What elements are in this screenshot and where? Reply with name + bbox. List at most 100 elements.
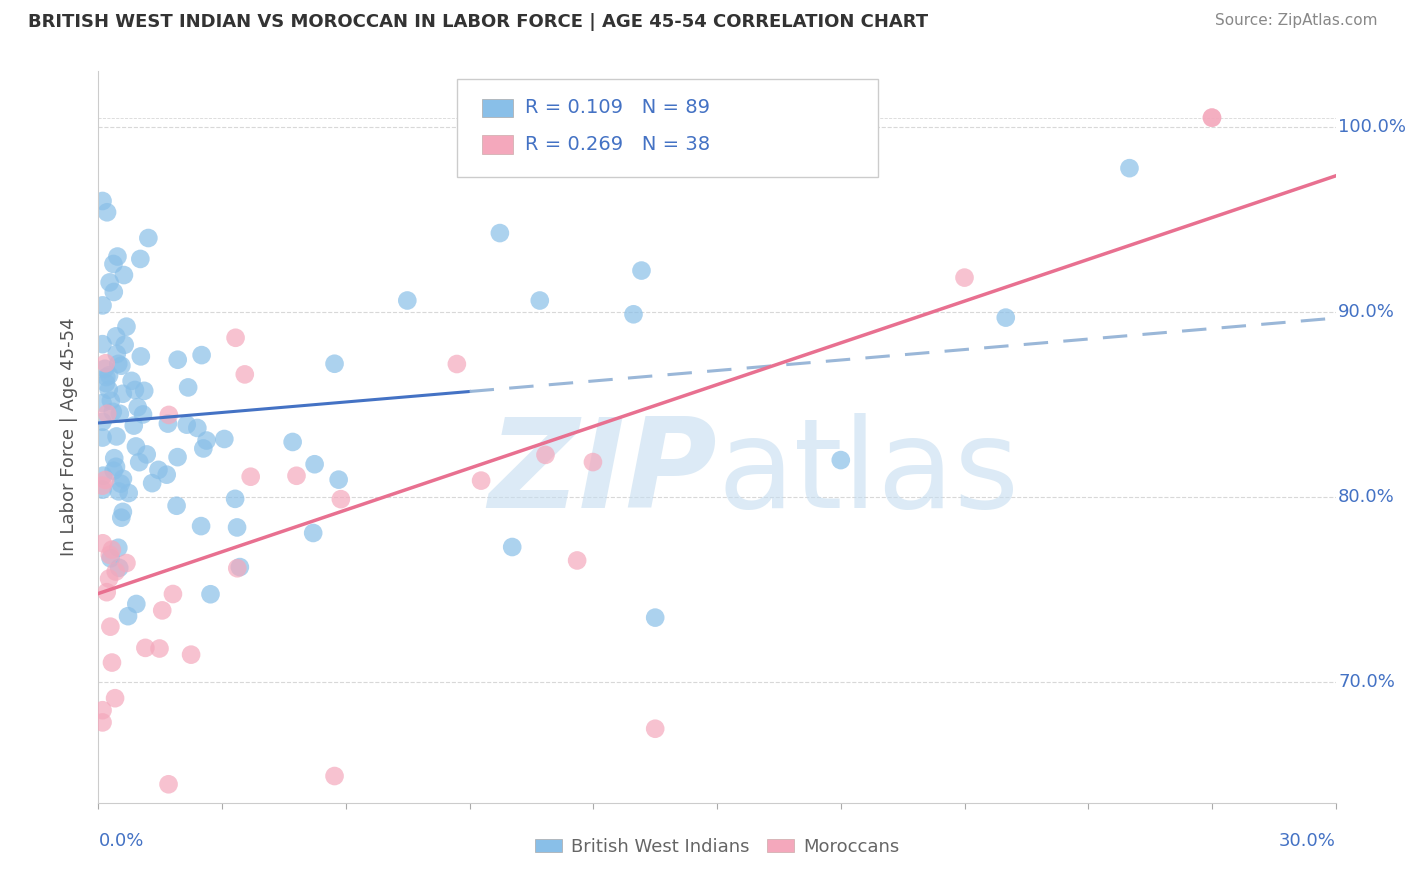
Point xyxy=(644,610,666,624)
Point xyxy=(94,356,117,370)
Point xyxy=(156,417,179,431)
Point xyxy=(100,620,122,634)
Point xyxy=(94,361,117,376)
Point xyxy=(529,293,551,308)
Point xyxy=(177,380,200,394)
Point xyxy=(110,476,132,491)
Point xyxy=(91,337,114,351)
Point xyxy=(110,510,132,524)
Point xyxy=(226,520,249,534)
Point xyxy=(328,473,350,487)
Point xyxy=(108,407,131,421)
Point xyxy=(148,463,170,477)
Point xyxy=(150,603,173,617)
Point xyxy=(239,469,262,483)
Point xyxy=(91,298,114,312)
Point xyxy=(323,357,346,371)
Text: 30.0%: 30.0% xyxy=(1279,832,1336,850)
Point xyxy=(101,405,124,419)
Point xyxy=(166,450,188,464)
Point xyxy=(97,383,120,397)
Point xyxy=(125,439,148,453)
Point xyxy=(96,407,118,421)
Point xyxy=(623,307,645,321)
Point xyxy=(107,357,129,371)
Point xyxy=(98,548,121,562)
Point xyxy=(644,722,666,736)
Point xyxy=(129,350,152,364)
Text: 100.0%: 100.0% xyxy=(1339,118,1406,136)
Point xyxy=(304,457,326,471)
Text: R = 0.269   N = 38: R = 0.269 N = 38 xyxy=(526,135,710,154)
Point xyxy=(166,499,188,513)
Point xyxy=(105,429,128,443)
Point xyxy=(103,257,125,271)
Point xyxy=(94,376,117,391)
Point xyxy=(107,484,129,499)
Point xyxy=(98,572,121,586)
Point xyxy=(91,715,114,730)
Point xyxy=(91,396,114,410)
Point xyxy=(148,641,170,656)
Point xyxy=(124,383,146,397)
Point xyxy=(226,561,249,575)
Point xyxy=(134,384,156,398)
Point xyxy=(105,459,128,474)
Point xyxy=(186,421,208,435)
Point xyxy=(285,468,308,483)
Point xyxy=(98,276,121,290)
Point xyxy=(111,505,134,519)
Point xyxy=(91,468,114,483)
Point xyxy=(134,640,156,655)
Point xyxy=(108,561,131,575)
Point xyxy=(103,464,125,478)
Point xyxy=(114,338,136,352)
Point xyxy=(115,556,138,570)
Point xyxy=(100,551,122,566)
Point xyxy=(1201,111,1223,125)
Point xyxy=(302,526,325,541)
Point xyxy=(190,519,212,533)
Point xyxy=(91,478,114,492)
Text: 70.0%: 70.0% xyxy=(1339,673,1395,691)
Point xyxy=(281,434,304,449)
Point xyxy=(501,540,523,554)
Point xyxy=(830,453,852,467)
Text: R = 0.109   N = 89: R = 0.109 N = 89 xyxy=(526,98,710,118)
Point xyxy=(121,374,143,388)
Point xyxy=(91,703,114,717)
Point xyxy=(111,472,134,486)
Point xyxy=(195,434,218,448)
Point xyxy=(104,565,127,579)
Text: atlas: atlas xyxy=(717,413,1019,534)
Point xyxy=(582,455,605,469)
Point xyxy=(141,476,163,491)
Y-axis label: In Labor Force | Age 45-54: In Labor Force | Age 45-54 xyxy=(59,318,77,557)
Point xyxy=(323,769,346,783)
Point xyxy=(91,431,114,445)
Point xyxy=(132,408,155,422)
Point xyxy=(101,656,124,670)
Point xyxy=(489,226,512,240)
Point xyxy=(127,401,149,415)
Bar xyxy=(482,99,513,117)
Point xyxy=(128,455,150,469)
Point xyxy=(91,194,114,208)
Point xyxy=(157,408,180,422)
Text: 80.0%: 80.0% xyxy=(1339,488,1395,507)
Point xyxy=(1201,111,1223,125)
Point xyxy=(180,648,202,662)
Point xyxy=(446,357,468,371)
Point xyxy=(135,447,157,461)
Point xyxy=(156,467,179,482)
Point xyxy=(107,541,129,555)
Point xyxy=(534,448,557,462)
Point xyxy=(225,331,247,345)
Point xyxy=(98,368,121,383)
Point xyxy=(96,370,118,384)
Text: ZIP: ZIP xyxy=(488,413,717,534)
Point xyxy=(229,560,252,574)
Point xyxy=(214,432,236,446)
Point xyxy=(129,252,152,266)
Point xyxy=(122,418,145,433)
